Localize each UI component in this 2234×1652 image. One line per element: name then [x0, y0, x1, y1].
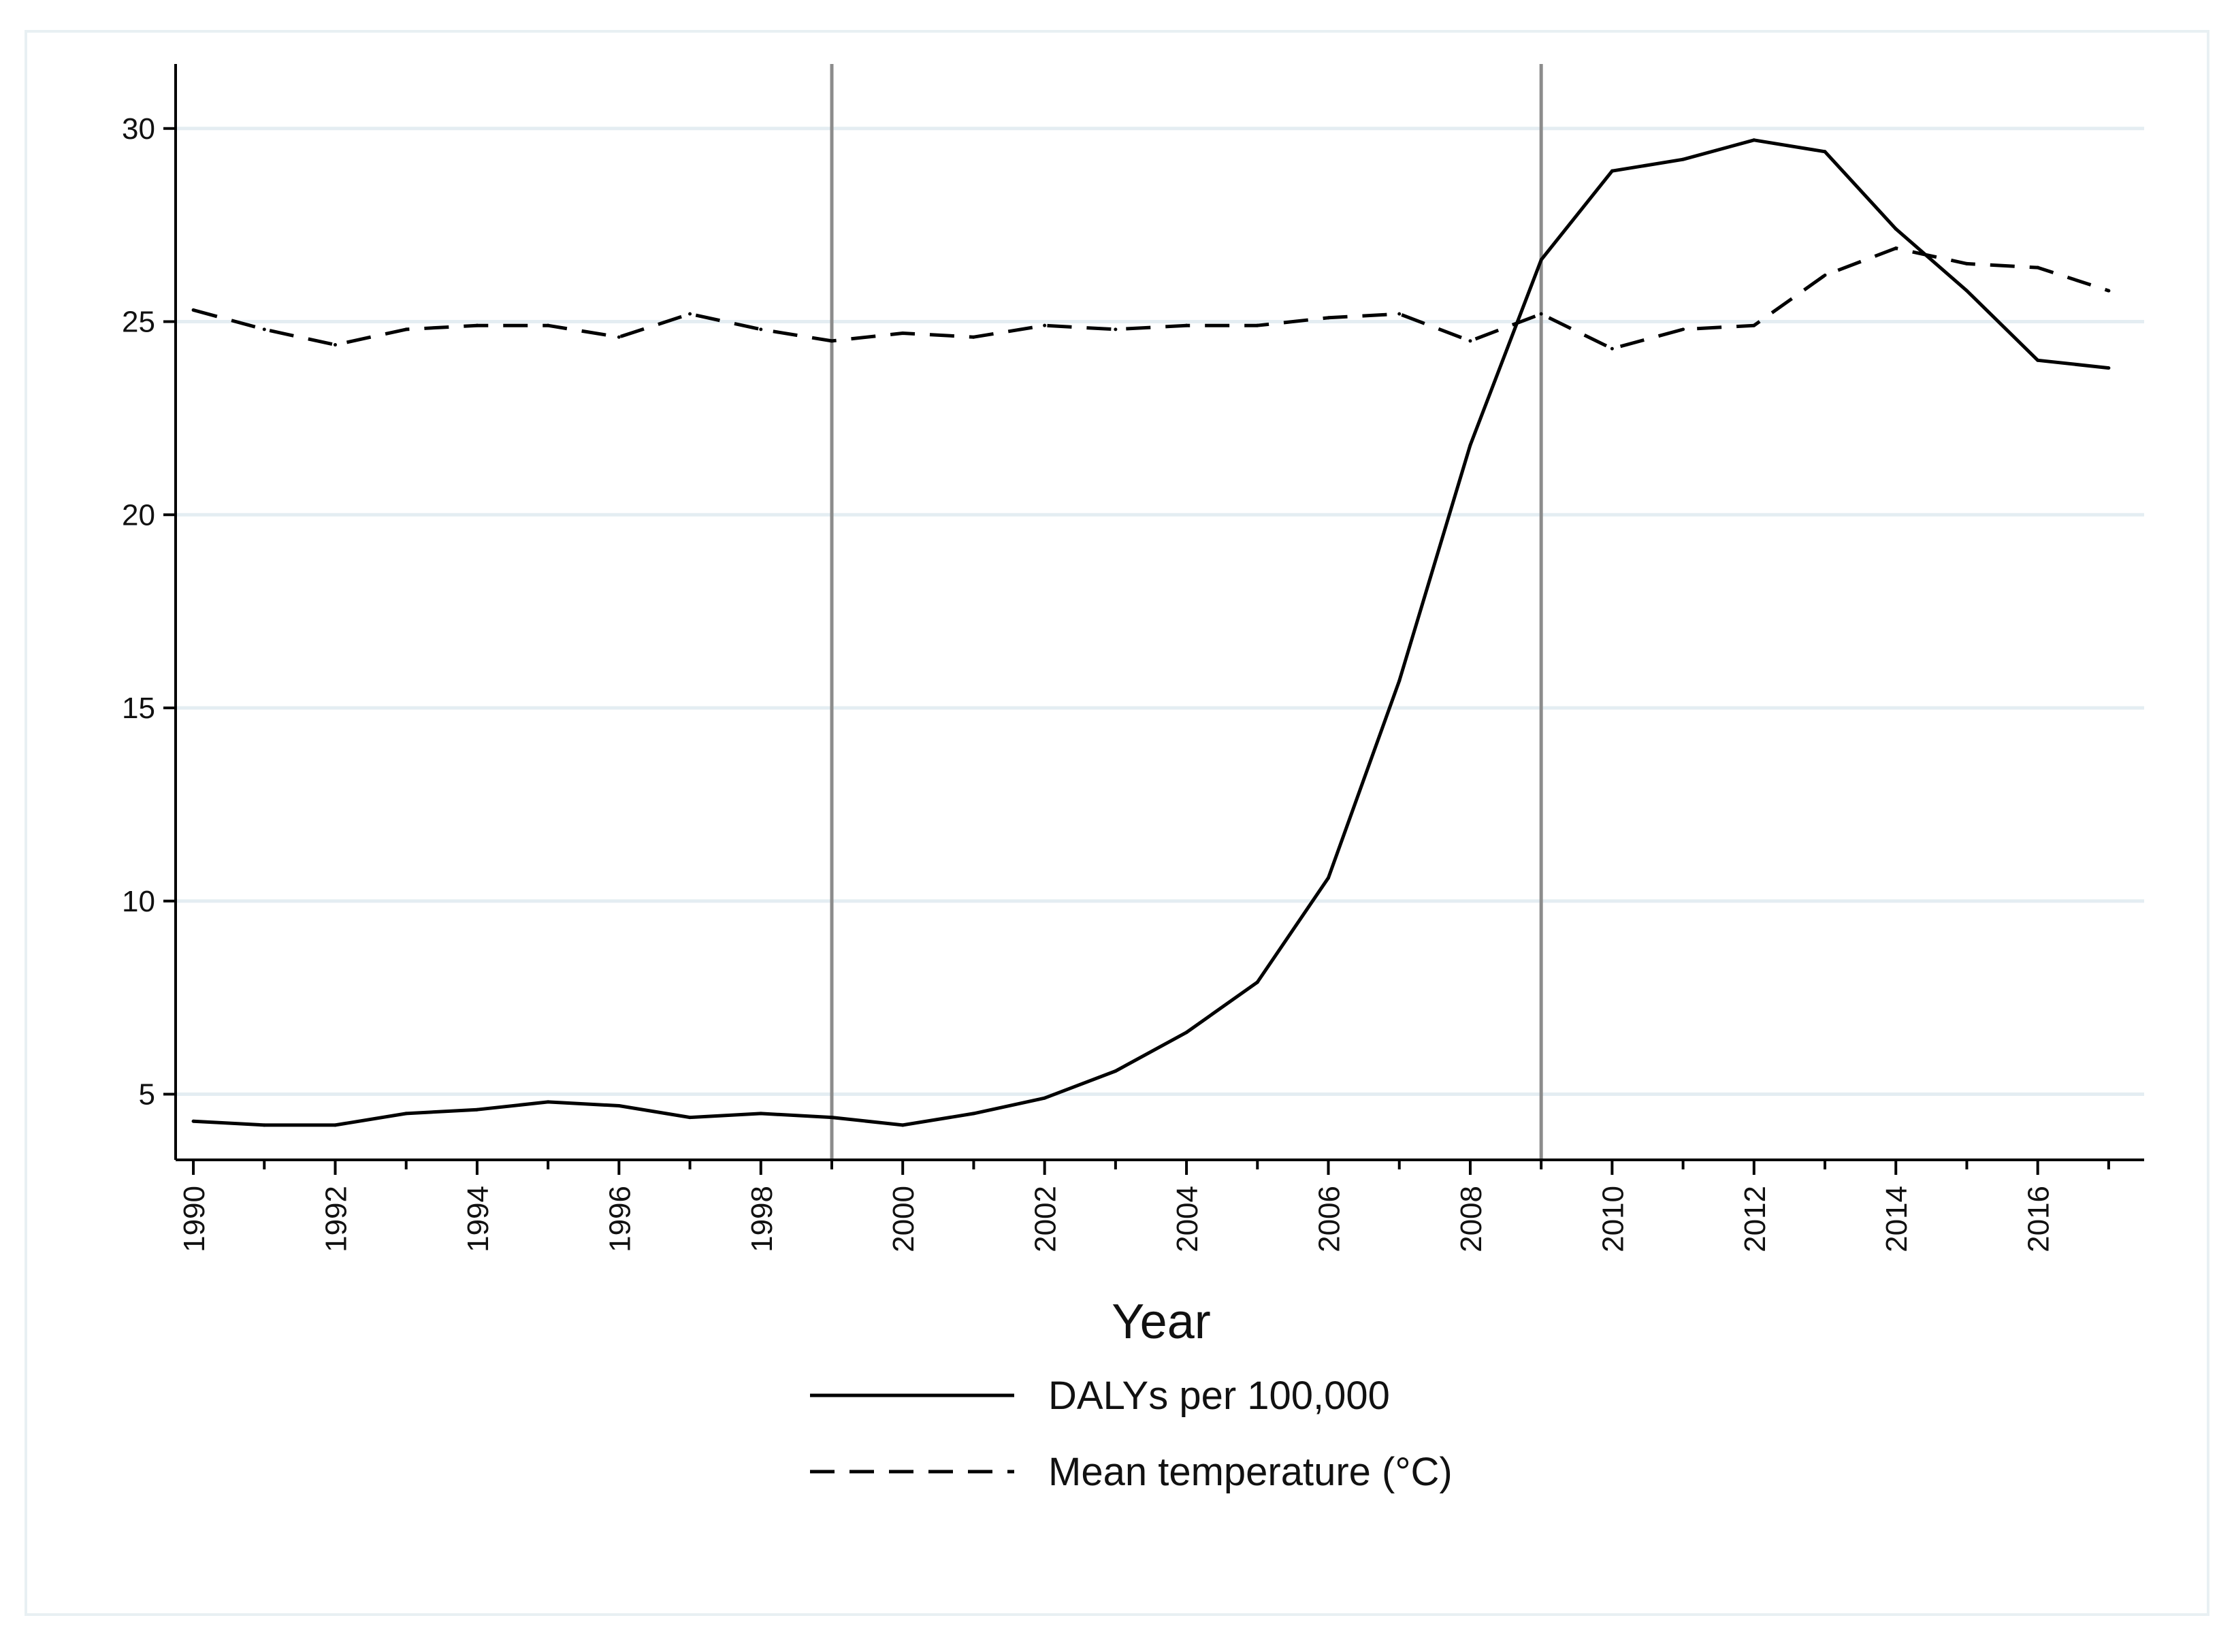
data-point	[475, 1107, 479, 1112]
data-point	[1894, 227, 1898, 231]
x-tick-label: 1998	[745, 1186, 779, 1252]
series-line-temperature	[193, 246, 2109, 351]
y-tick-label: 15	[122, 692, 155, 725]
x-axis-ticks: 1990 1992 1994 1996 1998 2000 2002 2004 2006 2008…	[178, 1160, 2110, 1252]
data-point	[1539, 312, 1543, 316]
data-point	[617, 1104, 621, 1108]
data-point	[2036, 358, 2040, 362]
data-point	[830, 1116, 834, 1120]
data-point	[1610, 346, 1614, 351]
data-point	[1964, 261, 1969, 265]
data-point	[333, 343, 337, 347]
x-tick-label: 2014	[1880, 1186, 1913, 1252]
data-point	[262, 327, 266, 331]
x-tick-label: 2004	[1171, 1186, 1204, 1252]
y-tick-label: 30	[122, 112, 155, 146]
x-tick-label: 1994	[462, 1186, 495, 1252]
legend: DALYs per 100,000 Mean temperature (°C)	[810, 1374, 1453, 1494]
data-point	[1114, 1069, 1118, 1073]
y-tick-label: 10	[122, 885, 155, 918]
data-point	[1752, 323, 1756, 327]
data-point	[2036, 265, 2040, 270]
data-point	[1255, 980, 1259, 984]
data-point	[1043, 1096, 1047, 1100]
data-point	[830, 339, 834, 343]
data-point	[1681, 327, 1685, 331]
x-tick-label: 2012	[1738, 1186, 1772, 1252]
data-point	[1397, 679, 1402, 683]
x-tick-label: 1996	[603, 1186, 636, 1252]
data-point	[1184, 323, 1188, 327]
data-point	[2107, 289, 2111, 293]
data-point	[1539, 258, 1543, 262]
data-point	[971, 335, 975, 339]
data-point	[1894, 246, 1898, 250]
data-point	[2107, 366, 2111, 370]
y-axis-ticks: 5 10 15 20 25 30	[122, 112, 176, 1112]
axes	[174, 64, 2144, 1161]
x-tick-label: 2008	[1455, 1186, 1488, 1252]
reference-lines	[830, 64, 1543, 1160]
data-point	[971, 1112, 975, 1116]
x-tick-label: 2000	[887, 1186, 920, 1252]
data-point	[546, 1100, 550, 1104]
data-point	[262, 1123, 266, 1127]
data-point	[1823, 150, 1827, 154]
gridlines	[176, 127, 2144, 1097]
x-tick-label: 1992	[319, 1186, 353, 1252]
data-point	[688, 1116, 692, 1120]
series-lines	[191, 138, 2111, 1127]
data-point	[1255, 323, 1259, 327]
data-point	[1327, 876, 1331, 880]
data-point	[1752, 138, 1756, 142]
series-line-dalys	[193, 138, 2109, 1127]
data-point	[1823, 273, 1827, 277]
x-tick-label: 2010	[1596, 1186, 1630, 1252]
legend-label-temperature: Mean temperature (°C)	[1048, 1450, 1453, 1494]
data-point	[333, 1123, 337, 1127]
data-point	[1610, 169, 1614, 173]
data-point	[1468, 443, 1472, 447]
x-tick-label: 2016	[2022, 1186, 2056, 1252]
data-point	[475, 323, 479, 327]
data-point	[1397, 312, 1402, 316]
x-tick-label: 2006	[1313, 1186, 1346, 1252]
legend-label-dalys: DALYs per 100,000	[1048, 1374, 1390, 1418]
data-point	[1468, 339, 1472, 343]
data-point	[1043, 323, 1047, 327]
data-point	[688, 312, 692, 316]
data-point	[1327, 316, 1331, 320]
x-axis-title: Year	[1112, 1295, 1210, 1349]
data-point	[191, 308, 195, 312]
data-point	[1184, 1031, 1188, 1035]
data-point	[1681, 157, 1685, 161]
data-point	[546, 323, 550, 327]
data-point	[191, 1119, 195, 1123]
data-point	[759, 1112, 763, 1116]
data-point	[404, 1112, 408, 1116]
data-point	[1964, 289, 1969, 293]
y-tick-label: 5	[139, 1078, 155, 1112]
data-point	[617, 335, 621, 339]
chart-frame: 5 10 15 20 25 30 1990 1992 1994 1996 1998 2000 2002…	[25, 30, 2209, 1616]
data-point	[1114, 327, 1118, 331]
line-chart: 5 10 15 20 25 30 1990 1992 1994 1996 1998 2000 2002…	[122, 64, 2144, 1494]
y-tick-label: 25	[122, 306, 155, 339]
data-point	[901, 1123, 905, 1127]
data-point	[759, 327, 763, 331]
x-tick-label: 1990	[178, 1186, 211, 1252]
data-point	[404, 327, 408, 331]
y-tick-label: 20	[122, 498, 155, 532]
data-point	[901, 331, 905, 336]
x-tick-label: 2002	[1029, 1186, 1063, 1252]
